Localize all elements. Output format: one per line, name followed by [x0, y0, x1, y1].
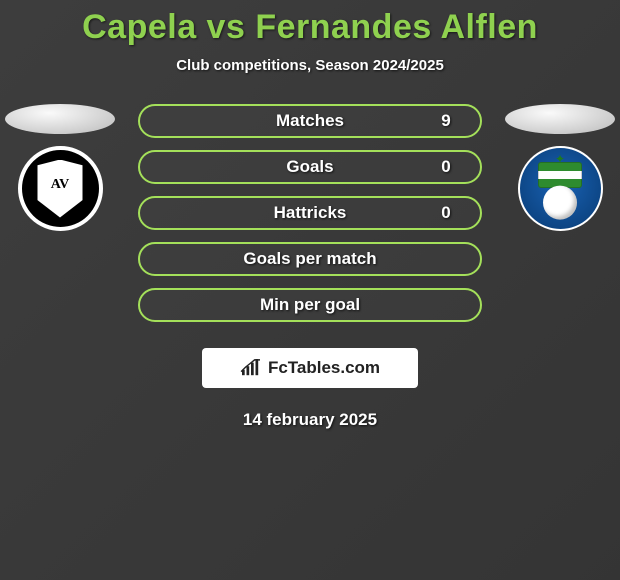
player-right-column: ✦ [500, 104, 620, 231]
stat-right-value: 0 [416, 157, 476, 177]
stat-label: Min per goal [204, 295, 416, 315]
stat-label: Matches [204, 111, 416, 131]
brand-label: FcTables.com [268, 358, 380, 378]
stat-row-matches: Matches 9 [138, 104, 482, 138]
brand-badge[interactable]: FcTables.com [202, 348, 418, 388]
fc-porto-crest-icon: ✦ [518, 146, 603, 231]
stat-row-goals: Goals 0 [138, 150, 482, 184]
stat-label: Goals per match [204, 249, 416, 269]
page-title: Capela vs Fernandes Alflen [0, 0, 620, 47]
comparison-content: AV ✦ Matches 9 Goals 0 Hattricks 0 Goals [0, 104, 620, 430]
bar-chart-icon [240, 359, 262, 377]
stat-row-hattricks: Hattricks 0 [138, 196, 482, 230]
date-label: 14 february 2025 [0, 410, 620, 430]
stat-label: Goals [204, 157, 416, 177]
academico-viseu-crest-icon: AV [18, 146, 103, 231]
stat-right-value: 0 [416, 203, 476, 223]
stat-row-goals-per-match: Goals per match [138, 242, 482, 276]
stat-row-min-per-goal: Min per goal [138, 288, 482, 322]
stat-label: Hattricks [204, 203, 416, 223]
blank-face-icon [505, 104, 615, 134]
stat-bars: Matches 9 Goals 0 Hattricks 0 Goals per … [138, 104, 482, 322]
blank-face-icon [5, 104, 115, 134]
stat-right-value: 9 [416, 111, 476, 131]
player-left-column: AV [0, 104, 120, 231]
page-subtitle: Club competitions, Season 2024/2025 [0, 57, 620, 74]
